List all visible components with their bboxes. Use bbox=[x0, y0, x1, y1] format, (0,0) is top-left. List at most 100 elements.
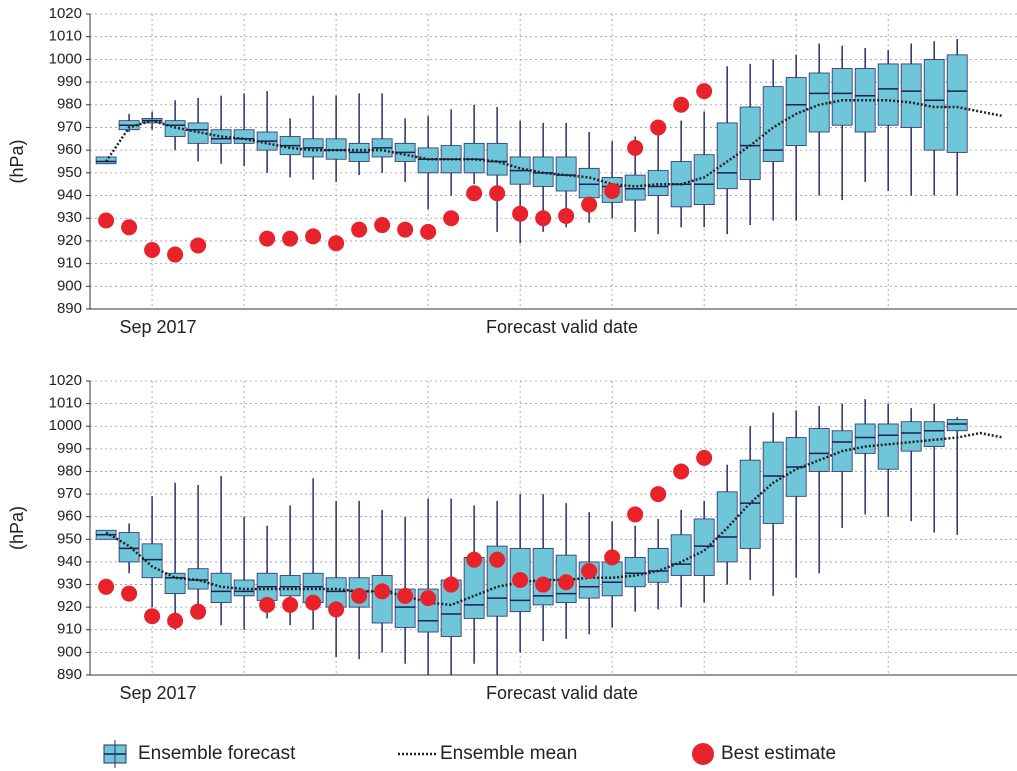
box bbox=[831, 68, 853, 126]
best-estimate bbox=[535, 576, 552, 593]
best-estimate bbox=[696, 449, 713, 466]
best-estimate bbox=[397, 587, 414, 604]
best-estimate bbox=[351, 587, 368, 604]
best-estimate bbox=[374, 217, 391, 234]
best-estimate bbox=[535, 210, 552, 227]
x-axis-label: Forecast valid date bbox=[486, 317, 638, 337]
y-tick-label: 950 bbox=[57, 164, 82, 181]
y-tick-label: 900 bbox=[57, 643, 82, 660]
box bbox=[624, 557, 646, 588]
y-tick-label: 910 bbox=[57, 621, 82, 638]
best-estimate bbox=[121, 585, 138, 602]
box bbox=[946, 54, 968, 153]
box bbox=[900, 63, 922, 128]
best-estimate bbox=[443, 210, 460, 227]
box bbox=[118, 532, 140, 563]
best-estimate bbox=[144, 242, 161, 258]
best-estimate bbox=[420, 223, 437, 240]
best-estimate bbox=[443, 576, 460, 593]
y-tick-label: 930 bbox=[57, 209, 82, 226]
box bbox=[877, 423, 899, 470]
y-tick-label: 980 bbox=[57, 462, 82, 479]
best-estimate bbox=[351, 221, 368, 238]
box bbox=[923, 58, 945, 151]
y-tick-label: 970 bbox=[57, 485, 82, 502]
y-axis-label: (hPa) bbox=[7, 506, 27, 550]
best-estimate bbox=[374, 583, 391, 600]
best-estimate bbox=[581, 562, 598, 579]
box bbox=[233, 129, 255, 144]
best-estimate bbox=[282, 596, 299, 613]
best-estimate bbox=[121, 219, 138, 236]
y-tick-label: 890 bbox=[57, 666, 82, 683]
best-estimate bbox=[489, 551, 506, 568]
best-estimate bbox=[466, 185, 483, 202]
best-estimate bbox=[489, 185, 506, 202]
y-tick-label: 910 bbox=[57, 255, 82, 272]
box bbox=[693, 518, 715, 576]
best-estimate bbox=[144, 608, 161, 625]
best-estimate bbox=[328, 601, 345, 618]
box bbox=[141, 543, 163, 579]
box bbox=[486, 142, 508, 176]
best-estimate bbox=[167, 612, 184, 629]
box bbox=[164, 572, 186, 594]
box bbox=[877, 63, 899, 126]
y-tick-label: 930 bbox=[57, 576, 82, 593]
best-estimate bbox=[512, 572, 529, 589]
y-axis-label: (hPa) bbox=[7, 139, 27, 183]
box bbox=[693, 154, 715, 206]
x-axis-label: Forecast valid date bbox=[486, 683, 638, 703]
best-estimate bbox=[98, 578, 115, 595]
best-estimate bbox=[259, 596, 276, 613]
best-estimate bbox=[558, 574, 575, 591]
box bbox=[670, 534, 692, 576]
best-estimate bbox=[558, 207, 575, 224]
legend-label: Ensemble mean bbox=[440, 743, 577, 764]
y-tick-label: 960 bbox=[57, 141, 82, 158]
best-estimate bbox=[190, 237, 207, 254]
box bbox=[785, 77, 807, 147]
box bbox=[739, 106, 761, 181]
y-tick-label: 980 bbox=[57, 96, 82, 113]
best-estimate bbox=[305, 228, 322, 245]
y-tick-label: 1000 bbox=[49, 417, 82, 434]
best-estimate bbox=[282, 230, 299, 247]
best-estimate bbox=[98, 212, 115, 229]
date-label: Sep 2017 bbox=[119, 683, 196, 703]
y-tick-label: 990 bbox=[57, 73, 82, 90]
box bbox=[946, 419, 968, 432]
best-estimate bbox=[581, 196, 598, 213]
best-estimate bbox=[466, 551, 483, 568]
best-estimate bbox=[604, 183, 621, 199]
box bbox=[624, 174, 646, 201]
y-tick-label: 920 bbox=[57, 598, 82, 615]
best-estimate bbox=[673, 96, 690, 113]
y-tick-label: 990 bbox=[57, 440, 82, 457]
best-estimate bbox=[305, 594, 322, 611]
box bbox=[900, 421, 922, 452]
box bbox=[578, 167, 600, 199]
best-estimate bbox=[650, 486, 667, 503]
mean-line bbox=[105, 98, 1004, 188]
best-estimate bbox=[696, 83, 713, 100]
legend-label: Best estimate bbox=[721, 743, 836, 764]
y-tick-label: 950 bbox=[57, 530, 82, 547]
box bbox=[808, 72, 830, 133]
date-label: Sep 2017 bbox=[119, 317, 196, 337]
best-estimate bbox=[420, 590, 437, 607]
y-tick-label: 1020 bbox=[49, 372, 82, 389]
box bbox=[210, 129, 232, 144]
best-estimate bbox=[190, 603, 207, 620]
box bbox=[762, 86, 784, 162]
best-estimate bbox=[627, 506, 644, 523]
best-estimate bbox=[397, 221, 414, 238]
box bbox=[463, 142, 485, 174]
best-estimate bbox=[627, 139, 644, 156]
y-tick-label: 1020 bbox=[49, 5, 82, 22]
box bbox=[187, 568, 209, 590]
y-tick-label: 890 bbox=[57, 300, 82, 317]
box bbox=[279, 575, 301, 597]
y-tick-label: 940 bbox=[57, 187, 82, 204]
